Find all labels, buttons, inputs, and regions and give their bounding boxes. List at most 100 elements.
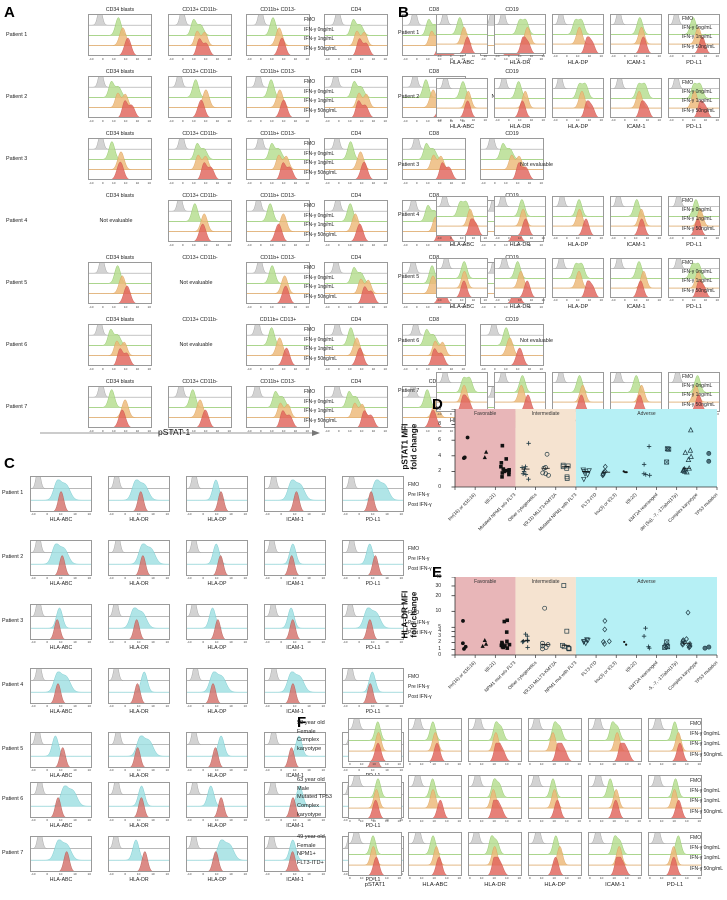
legend-label-a-1: IFN-γ 0ng/mL: [304, 274, 335, 281]
flow-histogram-b-patient-2-hla-dp: [552, 78, 604, 118]
panele-risk-group-intermediate: Intermediate: [531, 578, 560, 585]
flow-histogram-c-patient-2-hla-dp: [186, 540, 248, 576]
column-label-b-hla-dp: HLA-DP: [567, 303, 589, 310]
row-label-patient-5: Patient 5: [6, 280, 28, 286]
row-label-patient-1: Patient 1: [6, 32, 28, 38]
column-header-cd8: CD8: [428, 254, 440, 261]
legend-label-a-3: IFN-γ 50ng/mL: [304, 417, 338, 424]
flow-histogram-patient-5-cd4: [324, 262, 388, 304]
flow-histogram-f-row1-hla-dr: [468, 718, 522, 762]
flow-histogram-c-patient-3-pd-l1: [342, 604, 404, 640]
patient-info-block: 63 year old Male Mutated TP53 Complex karyot…: [297, 776, 332, 819]
patient-info-line: Mutated TP53: [297, 794, 333, 801]
panel-a-axis-title: pSTAT-1: [158, 427, 191, 437]
column-label-c-icam-1: ICAM-1: [286, 773, 304, 779]
flow-histogram-b-patient-1-hla-dp: [552, 14, 604, 54]
flow-histogram-patient-7-cd13-cd11b-: [168, 386, 232, 428]
flow-histogram-patient-2-cd34-blasts: [88, 76, 152, 118]
legend-label-a-2: IFN-γ 1ng/mL: [304, 36, 335, 43]
column-label-c-icam-1: ICAM-1: [286, 709, 304, 715]
paneld-risk-group-favorable: Favorable: [474, 410, 497, 417]
column-label-c-hla-abc: HLA-ABC: [49, 709, 73, 715]
column-label-b-pd-l1: PD-L1: [686, 123, 702, 130]
row-label-b-patient-6: Patient 6: [398, 338, 420, 344]
legend-label-a-3: IFN-γ 50ng/mL: [304, 107, 338, 114]
flow-histogram-c-patient-1-hla-dp: [186, 476, 248, 512]
patient-info-line: 49 year old: [297, 834, 325, 840]
patient-info-block: 58 year old Female Complex karyotype: [297, 719, 325, 754]
patient-info-line: Male: [297, 785, 310, 792]
flow-histogram-patient-4-cd11b-cd13-: [246, 200, 310, 242]
flow-histogram-patient-7-cd11b-cd13-: [246, 386, 310, 428]
row-label-c-patient-5: Patient 5: [2, 746, 24, 752]
flow-histogram-b-patient-5-hla-dp: [552, 258, 604, 298]
flow-histogram-c-patient-4-hla-dr: [108, 668, 170, 704]
patient-info-line: NPM1+: [297, 851, 316, 858]
column-label-b-hla-abc: HLA-ABC: [449, 303, 475, 310]
flow-histogram-c-patient-5-hla-dp: [186, 732, 248, 768]
flow-histogram-patient-2-cd11b-cd13-: [246, 76, 310, 118]
paneld-ytick-8: 8: [438, 421, 441, 428]
column-header-cd34-blasts: CD34 blasts: [105, 192, 135, 199]
flow-histogram-c-patient-7-hla-dr: [108, 836, 170, 872]
legend-label-f-1: IFN-γ 0ng/mL: [690, 788, 721, 795]
legend-label-c-2: Post IFN-γ: [408, 502, 432, 508]
flow-histogram-patient-1-cd34-blasts: [88, 14, 152, 56]
flow-histogram-c-patient-3-hla-dp: [186, 604, 248, 640]
legend-label-a-2: IFN-γ 1ng/mL: [304, 346, 335, 353]
flow-histogram-c-patient-6-hla-abc: [30, 782, 92, 818]
row-label-c-patient-4: Patient 4: [2, 682, 24, 688]
flow-histogram-f-row3-pd-l1: [648, 832, 702, 876]
column-label-b-hla-abc: HLA-ABC: [449, 123, 475, 130]
histogram-x-axis: 0 10 10 10 10: [649, 876, 701, 881]
legend-label-c-0: FMO: [408, 546, 420, 552]
row-label-b-patient-2: Patient 2: [398, 94, 420, 100]
legend-label-b-1: IFN-γ 0ng/mL: [682, 383, 713, 390]
column-header-cd11b-cd13-: CD11b+ CD13-: [260, 130, 296, 137]
histogram-x-axis: 0 10 10 10 10: [529, 762, 581, 767]
column-label-c-hla-abc: HLA-ABC: [49, 773, 73, 779]
histogram-x-axis: 0 10 10 10 10: [529, 819, 581, 824]
column-header-cd8: CD8: [428, 192, 440, 199]
not-evaluable-note-b: Not evaluable: [520, 162, 553, 168]
legend-label-a-1: IFN-γ 0ng/mL: [304, 336, 335, 343]
flow-histogram-patient-6-cd8: [402, 324, 466, 366]
panele-y-axis-label: HLA-DR MFI fold change: [400, 590, 418, 639]
column-header-cd8: CD8: [428, 316, 440, 323]
panele-ytick-0: 0: [438, 651, 441, 658]
flow-histogram-b-patient-2-hla-dr: [494, 78, 546, 118]
flow-histogram-patient-5-cd11b-cd13-: [246, 262, 310, 304]
column-label-c-hla-dr: HLA-DR: [129, 581, 149, 587]
legend-label-a-3: IFN-γ 50ng/mL: [304, 45, 338, 52]
column-header-cd11b-cd13-: CD11b+ CD13-: [260, 192, 296, 199]
column-header-cd11b-cd13-: CD11b+ CD13+: [259, 316, 297, 323]
flow-histogram-c-patient-2-hla-dr: [108, 540, 170, 576]
legend-label-b-1: IFN-γ 0ng/mL: [682, 207, 713, 214]
column-header-cd11b-cd13-: CD11b+ CD13-: [260, 254, 296, 261]
row-label-patient-7: Patient 7: [6, 404, 28, 410]
